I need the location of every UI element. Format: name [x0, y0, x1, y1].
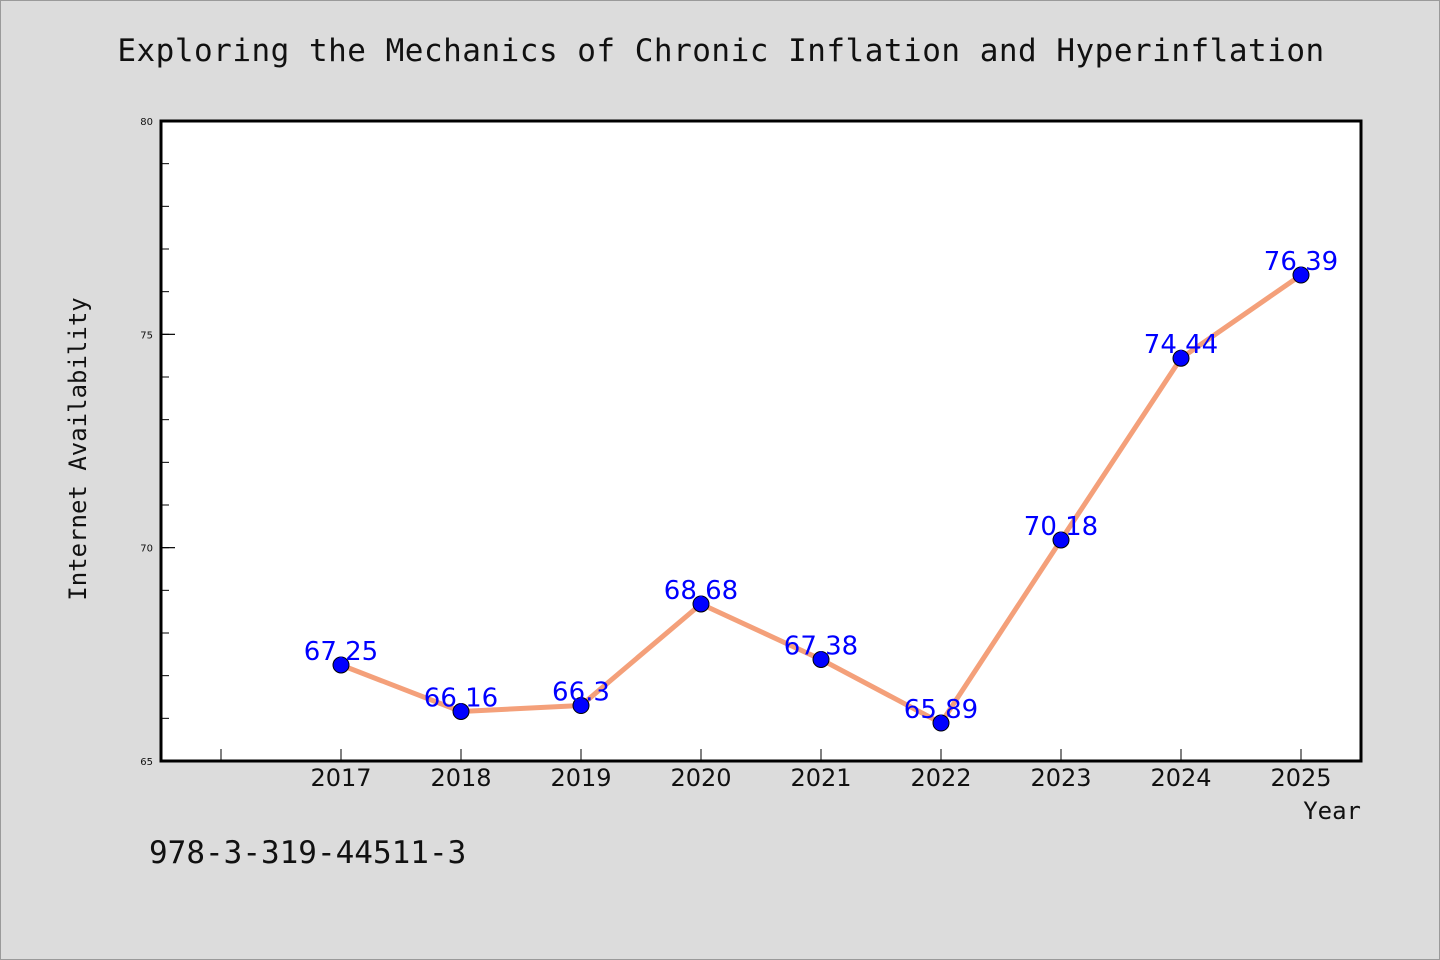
plot-area — [161, 121, 1361, 761]
y-tick-label: 65 — [140, 757, 153, 768]
data-label: 65.89 — [904, 695, 978, 725]
plot-border — [159, 119, 1363, 763]
x-tick-label: 2019 — [550, 764, 611, 792]
data-point — [932, 714, 950, 732]
x-axis-label: Year — [1303, 797, 1361, 825]
x-tick-label: 2023 — [1030, 764, 1091, 792]
x-tick-label: 2018 — [430, 764, 491, 792]
data-point — [332, 656, 350, 674]
data-point — [1172, 349, 1190, 367]
y-tick-label: 75 — [140, 330, 153, 341]
x-tick-label: 2024 — [1150, 764, 1211, 792]
data-point — [812, 650, 830, 668]
data-point — [692, 595, 710, 613]
x-axis-ticks: 2017 2018 2019 2020 2021 2022 2023 2024 2025 — [220, 749, 1332, 792]
x-tick-label: 2020 — [670, 764, 731, 792]
x-tick-label: 2022 — [910, 764, 971, 792]
data-label: 76.39 — [1264, 247, 1338, 277]
data-label: 67.38 — [784, 631, 858, 661]
data-point — [572, 697, 590, 715]
data-point — [452, 703, 470, 721]
data-label: 67.25 — [304, 637, 378, 667]
isbn-text: 978-3-319-44511-3 — [149, 835, 467, 871]
x-tick-label: 2025 — [1270, 764, 1331, 792]
data-label: 70.18 — [1024, 512, 1098, 542]
data-label: 66.16 — [424, 684, 498, 714]
y-tick-label: 70 — [140, 544, 153, 555]
chart-title: Exploring the Mechanics of Chronic Infla… — [117, 33, 1325, 69]
x-tick-label: 2021 — [790, 764, 851, 792]
series-line-group: 67.25 66.16 66.3 68.68 67.38 65.89 70.18 74.44 7… — [304, 247, 1338, 732]
data-point — [1052, 531, 1070, 549]
data-label: 66.3 — [552, 678, 610, 708]
y-tick-label: 80 — [140, 117, 153, 128]
x-tick-label: 2017 — [310, 764, 371, 792]
data-label: 68.68 — [664, 576, 738, 606]
data-label: 74.44 — [1144, 330, 1218, 360]
data-point — [1292, 266, 1310, 284]
